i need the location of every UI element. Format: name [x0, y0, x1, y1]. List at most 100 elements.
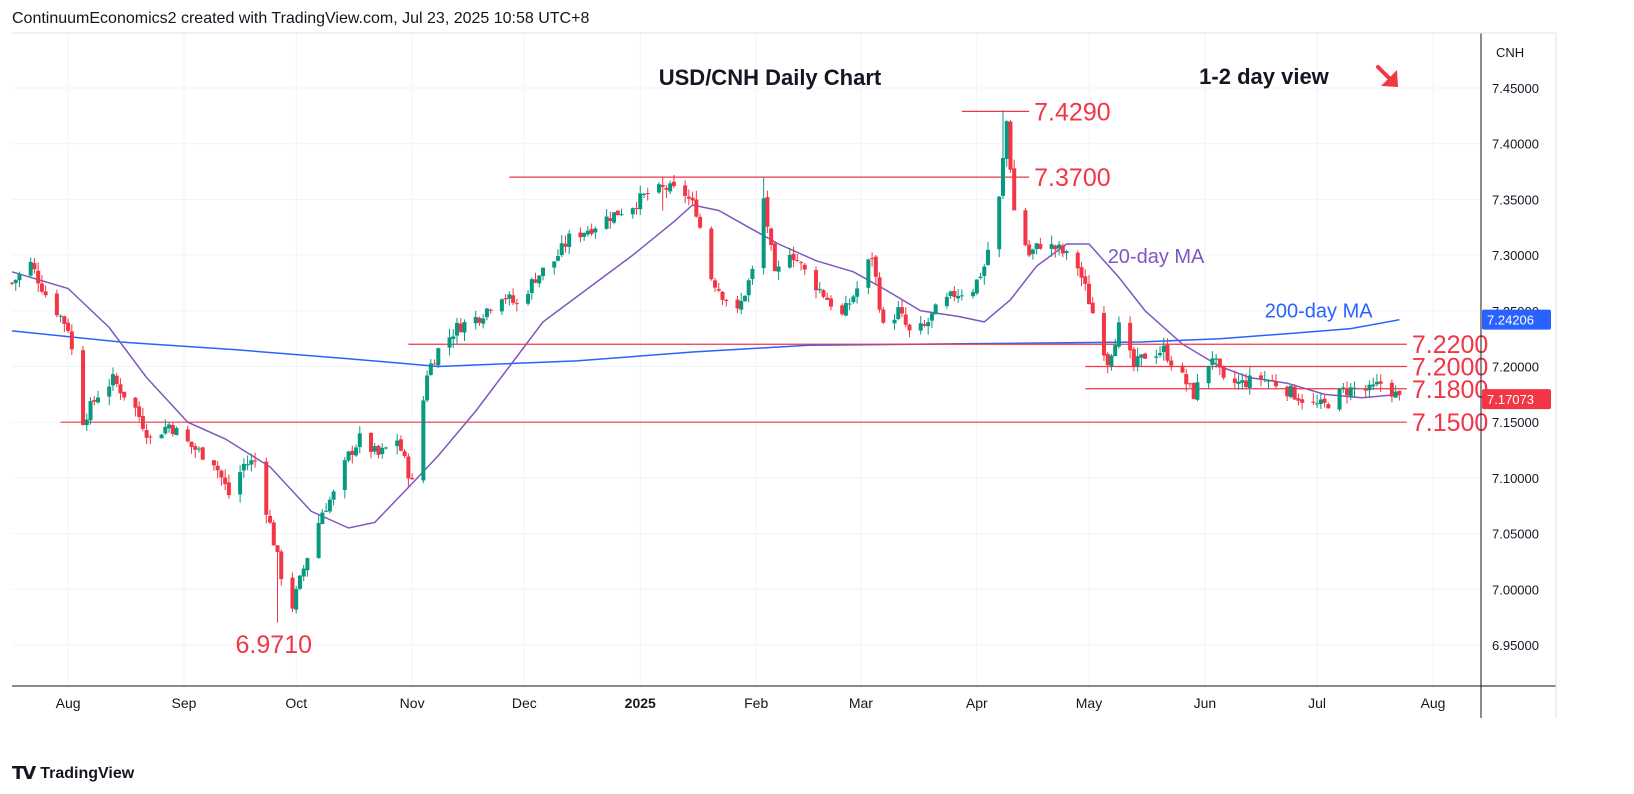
candle	[13, 279, 18, 291]
candle	[918, 315, 923, 335]
candle-body	[638, 193, 643, 210]
candle-body	[1105, 353, 1110, 366]
candle-body	[1315, 403, 1320, 405]
candle-body	[451, 336, 456, 339]
candle-body	[1012, 168, 1017, 211]
candle-body	[66, 322, 71, 332]
price-axis[interactable]: 7.450007.400007.350007.300007.250007.200…	[1482, 81, 1551, 653]
candle-body	[249, 460, 254, 465]
candle-body	[200, 447, 205, 460]
candle	[694, 190, 699, 218]
candle	[739, 292, 744, 315]
time-axis[interactable]: Aug Sep Oct Nov Dec 2025 Feb Mar Apr May Jun Jul Aug	[56, 695, 1446, 711]
candle-body	[357, 433, 362, 448]
ma20-line	[11, 204, 1400, 529]
candle	[746, 278, 751, 303]
candle-body	[791, 253, 796, 261]
candle	[1345, 381, 1350, 404]
candle	[499, 298, 504, 316]
candle-body	[1288, 385, 1293, 398]
candle	[144, 423, 149, 444]
low-annotation: 6.9710	[236, 631, 312, 659]
candle-body	[447, 337, 452, 348]
candle-body	[1397, 390, 1402, 395]
candle-body	[578, 232, 583, 238]
candle-body	[1296, 398, 1301, 401]
candle-body	[425, 375, 430, 401]
candle	[1135, 347, 1140, 372]
candle-body	[245, 464, 250, 466]
candle-body	[900, 307, 905, 314]
candle	[511, 288, 516, 306]
candle-body	[118, 384, 123, 394]
candle	[929, 312, 934, 329]
candle-body	[641, 193, 646, 196]
candle	[959, 289, 964, 301]
candle	[1090, 296, 1095, 314]
ma20-layer	[11, 204, 1400, 529]
candle	[1143, 352, 1148, 359]
candle	[825, 292, 830, 300]
candle	[477, 316, 482, 326]
candle-body	[159, 434, 164, 439]
candle-body	[1184, 374, 1189, 385]
candle-body	[686, 196, 691, 199]
candle	[1000, 110, 1005, 199]
candle-body	[436, 348, 441, 366]
candle	[84, 413, 89, 431]
candle	[1273, 374, 1278, 389]
candle-body	[724, 299, 729, 302]
candle-body	[776, 266, 781, 272]
time-tick-label: Sep	[172, 695, 197, 711]
candle	[324, 503, 329, 513]
candle	[481, 314, 486, 329]
candle-body	[1195, 382, 1200, 400]
candle	[1326, 402, 1331, 409]
candle	[735, 296, 740, 313]
candle	[1023, 207, 1028, 247]
candle	[795, 254, 800, 262]
candle	[1217, 358, 1222, 376]
candle	[787, 247, 792, 269]
candle	[656, 182, 661, 195]
candle	[1270, 374, 1275, 382]
candle	[1266, 379, 1271, 389]
candle-body	[1030, 249, 1035, 254]
candle-body	[432, 363, 437, 365]
candle-body	[398, 439, 403, 451]
candle-body	[226, 482, 231, 496]
candle-body	[402, 451, 407, 456]
candle-body	[1337, 388, 1342, 410]
candle	[163, 419, 168, 435]
candle	[372, 443, 377, 455]
candle-body	[185, 429, 190, 442]
candle-body	[533, 279, 538, 283]
candle	[843, 295, 848, 317]
candle	[320, 509, 325, 525]
candle	[327, 496, 332, 514]
candle-body	[350, 450, 355, 455]
candle-body	[1262, 379, 1267, 381]
candle	[892, 314, 897, 330]
candle	[1169, 355, 1174, 371]
candle-body	[1273, 381, 1278, 387]
candle-body	[324, 510, 329, 512]
candle-body	[739, 300, 744, 310]
candle-body	[765, 197, 770, 227]
candle-body	[630, 208, 635, 215]
candle	[1296, 393, 1301, 406]
candle-body	[144, 430, 149, 438]
candle-body	[567, 233, 572, 247]
candle-body	[114, 375, 119, 384]
candle-body	[582, 233, 587, 237]
candle-body	[1363, 389, 1368, 391]
candle-body	[462, 322, 467, 333]
candle	[354, 444, 359, 457]
candles	[10, 110, 1402, 623]
tradingview-logo[interactable]: TV TradingView	[12, 763, 134, 784]
candle-body	[982, 266, 987, 276]
candle	[1337, 387, 1342, 412]
candle	[1236, 374, 1241, 390]
candle	[1318, 393, 1323, 410]
